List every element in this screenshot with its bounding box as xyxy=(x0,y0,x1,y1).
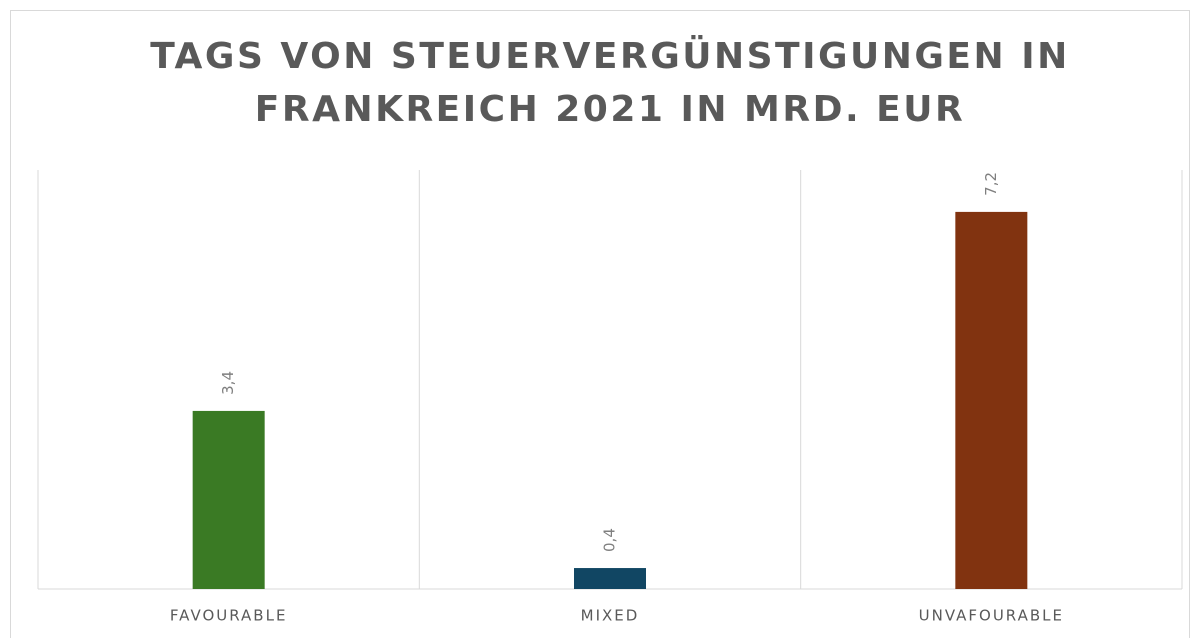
data-label: 7,2 xyxy=(982,172,1000,196)
bar xyxy=(192,410,265,589)
data-label: 3,4 xyxy=(219,371,237,395)
chart-title: FRANKREICH 2021 IN MRD. EUR xyxy=(255,89,965,130)
bar xyxy=(955,211,1028,589)
x-tick-label: FAVOURABLE xyxy=(170,607,288,625)
data-label: 0,4 xyxy=(601,528,619,552)
bar xyxy=(574,568,646,589)
x-tick-label: MIXED xyxy=(581,607,640,625)
chart-title: TAGS VON STEUERVERGÜNSTIGUNGEN IN xyxy=(150,35,1069,77)
x-tick-label: UNVAFOURABLE xyxy=(919,607,1064,625)
